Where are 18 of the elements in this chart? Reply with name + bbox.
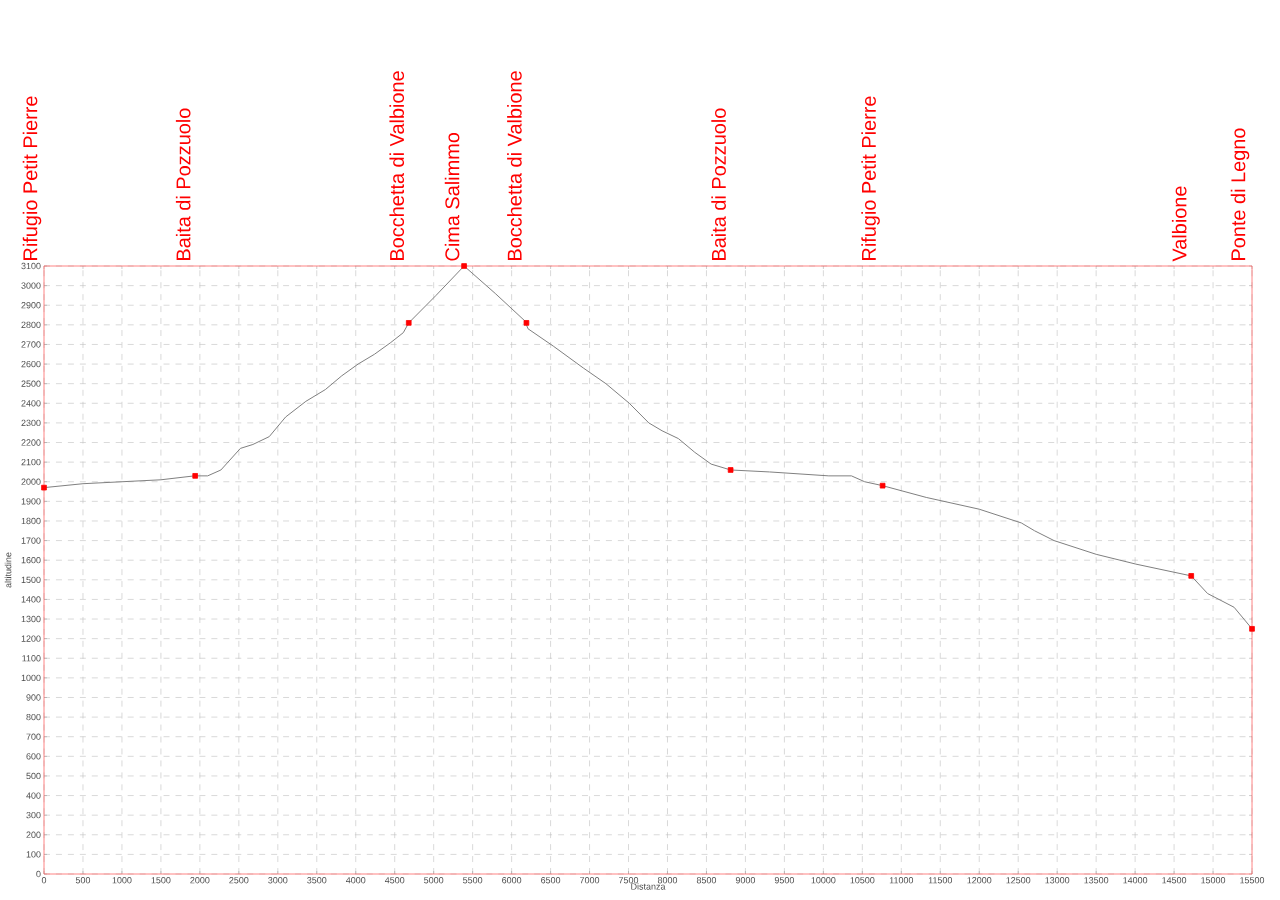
point — [727, 467, 734, 473]
text: Rifugio Petit Pierre — [22, 96, 42, 260]
text: Bocchetta di Valbione — [389, 71, 405, 260]
point — [461, 263, 467, 269]
text: Cima Salimmo — [444, 132, 460, 261]
point — [405, 320, 412, 326]
text: Bocchetta di Valbione — [507, 71, 522, 260]
point — [879, 482, 886, 489]
text: Valbione — [1171, 186, 1187, 262]
text: Baita di Pozzuolo — [711, 108, 726, 260]
point — [192, 473, 198, 479]
point — [1249, 626, 1255, 632]
text: Rifugio Petit Pierre — [861, 96, 880, 260]
point — [41, 484, 47, 491]
text: Ponte di Legno — [1230, 128, 1250, 260]
text: Baita di Pozzuolo — [175, 108, 191, 260]
point — [1188, 573, 1195, 579]
point — [523, 320, 530, 326]
